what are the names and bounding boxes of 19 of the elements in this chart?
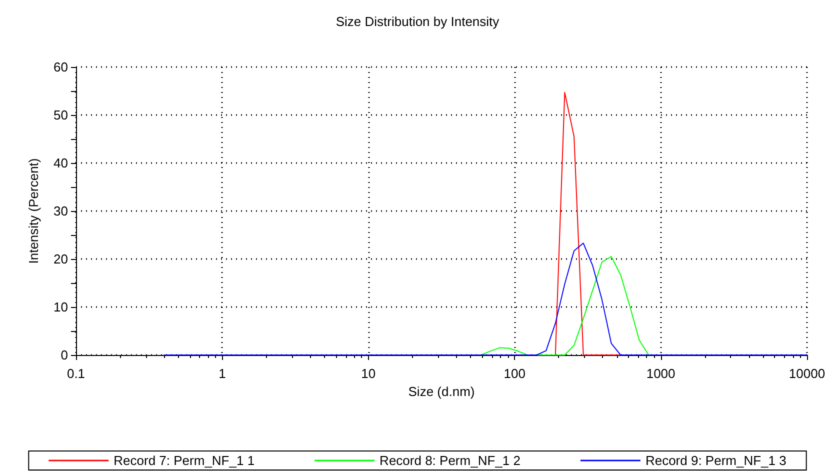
y-tick-label: 60 — [54, 60, 68, 74]
legend-label: Record 9: Perm_NF_1 3 — [645, 453, 786, 468]
y-tick-label: 50 — [54, 108, 68, 122]
x-axis-title: Size (d.nm) — [408, 384, 475, 399]
x-tick-label: 0.1 — [66, 366, 86, 381]
chart-title: Size Distribution by Intensity — [336, 14, 500, 29]
y-tick-label: 30 — [54, 204, 68, 218]
x-tick-label: 10000 — [788, 366, 826, 381]
x-tick-label: 10 — [361, 366, 376, 381]
y-tick-label: 40 — [54, 156, 68, 170]
y-tick-label: 0 — [60, 348, 68, 362]
x-tick-label: 1000 — [646, 366, 676, 381]
x-tick-label: 100 — [504, 366, 526, 381]
x-tick-label: 1 — [218, 366, 226, 381]
legend-label: Record 7: Perm_NF_1 1 — [114, 453, 255, 468]
y-axis-title: Intensity (Percent) — [26, 158, 41, 264]
legend-label: Record 8: Perm_NF_1 2 — [380, 453, 520, 468]
y-tick-label: 20 — [54, 252, 68, 266]
y-tick-label: 10 — [54, 300, 68, 314]
